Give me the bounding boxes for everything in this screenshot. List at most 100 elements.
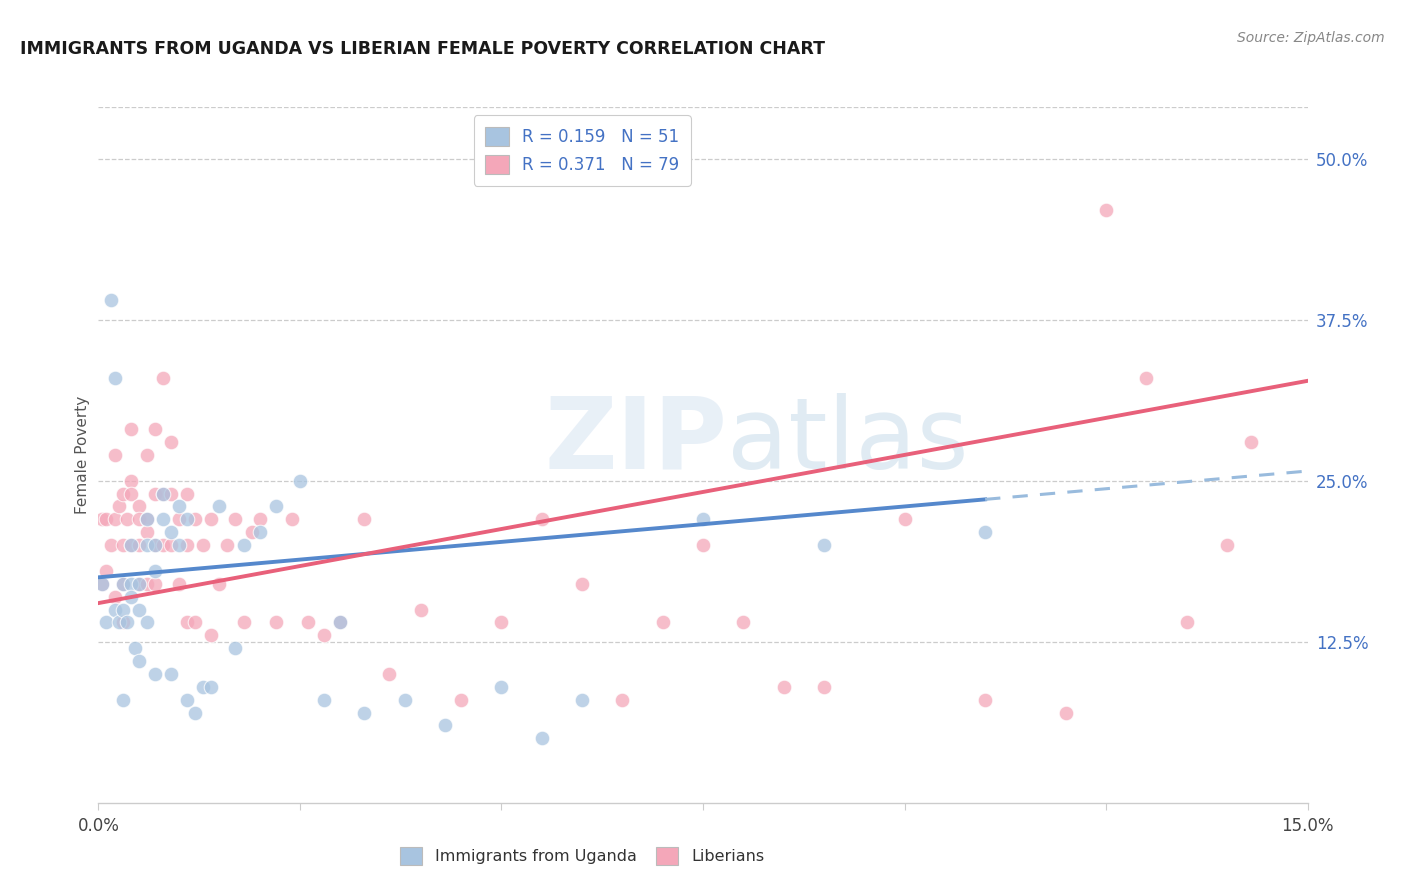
- Point: [224, 512, 246, 526]
- Point: [143, 576, 166, 591]
- Point: [530, 731, 553, 746]
- Point: [143, 667, 166, 681]
- Point: [152, 370, 174, 384]
- Point: [143, 486, 166, 500]
- Point: [329, 615, 352, 630]
- Point: [232, 538, 254, 552]
- Point: [184, 615, 207, 630]
- Point: [264, 500, 287, 514]
- Point: [288, 474, 311, 488]
- Point: [115, 512, 138, 526]
- Point: [152, 538, 174, 552]
- Point: [111, 576, 134, 591]
- Point: [135, 525, 157, 540]
- Point: [143, 538, 166, 552]
- Point: [813, 680, 835, 694]
- Point: [107, 500, 129, 514]
- Point: [200, 628, 222, 642]
- Point: [264, 615, 287, 630]
- Point: [135, 512, 157, 526]
- Point: [329, 615, 352, 630]
- Point: [612, 692, 634, 706]
- Point: [1216, 538, 1239, 552]
- Point: [91, 576, 114, 591]
- Point: [103, 448, 125, 462]
- Point: [128, 654, 150, 668]
- Point: [377, 667, 399, 681]
- Point: [111, 486, 134, 500]
- Point: [103, 602, 125, 616]
- Point: [143, 422, 166, 436]
- Text: atlas: atlas: [727, 392, 969, 490]
- Point: [232, 615, 254, 630]
- Point: [571, 576, 593, 591]
- Point: [184, 706, 207, 720]
- Point: [128, 576, 150, 591]
- Point: [96, 564, 118, 578]
- Point: [96, 512, 118, 526]
- Point: [394, 692, 416, 706]
- Point: [103, 370, 125, 384]
- Point: [135, 615, 157, 630]
- Point: [135, 576, 157, 591]
- Point: [491, 680, 513, 694]
- Point: [111, 538, 134, 552]
- Point: [176, 692, 198, 706]
- Point: [120, 538, 142, 552]
- Point: [103, 512, 125, 526]
- Point: [530, 512, 553, 526]
- Point: [120, 474, 142, 488]
- Point: [314, 628, 336, 642]
- Point: [91, 512, 114, 526]
- Point: [143, 538, 166, 552]
- Point: [160, 538, 183, 552]
- Point: [135, 448, 157, 462]
- Point: [224, 641, 246, 656]
- Point: [974, 692, 997, 706]
- Point: [974, 525, 997, 540]
- Point: [128, 512, 150, 526]
- Point: [120, 576, 142, 591]
- Point: [200, 512, 222, 526]
- Point: [353, 706, 375, 720]
- Point: [160, 667, 183, 681]
- Point: [692, 512, 714, 526]
- Point: [314, 692, 336, 706]
- Point: [111, 615, 134, 630]
- Point: [217, 538, 239, 552]
- Point: [184, 512, 207, 526]
- Point: [152, 512, 174, 526]
- Point: [128, 500, 150, 514]
- Point: [1135, 370, 1157, 384]
- Text: Source: ZipAtlas.com: Source: ZipAtlas.com: [1237, 31, 1385, 45]
- Point: [96, 615, 118, 630]
- Point: [200, 680, 222, 694]
- Point: [152, 486, 174, 500]
- Point: [111, 602, 134, 616]
- Point: [91, 576, 114, 591]
- Point: [176, 486, 198, 500]
- Point: [160, 486, 183, 500]
- Point: [176, 615, 198, 630]
- Point: [353, 512, 375, 526]
- Point: [111, 692, 134, 706]
- Point: [176, 512, 198, 526]
- Point: [128, 576, 150, 591]
- Point: [208, 500, 231, 514]
- Point: [409, 602, 432, 616]
- Point: [1095, 203, 1118, 218]
- Point: [152, 486, 174, 500]
- Point: [167, 512, 190, 526]
- Point: [120, 486, 142, 500]
- Text: ZIP: ZIP: [544, 392, 727, 490]
- Point: [893, 512, 915, 526]
- Point: [160, 525, 183, 540]
- Point: [491, 615, 513, 630]
- Point: [100, 538, 122, 552]
- Point: [1054, 706, 1077, 720]
- Point: [193, 680, 215, 694]
- Point: [107, 615, 129, 630]
- Point: [120, 422, 142, 436]
- Y-axis label: Female Poverty: Female Poverty: [75, 396, 90, 514]
- Point: [167, 576, 190, 591]
